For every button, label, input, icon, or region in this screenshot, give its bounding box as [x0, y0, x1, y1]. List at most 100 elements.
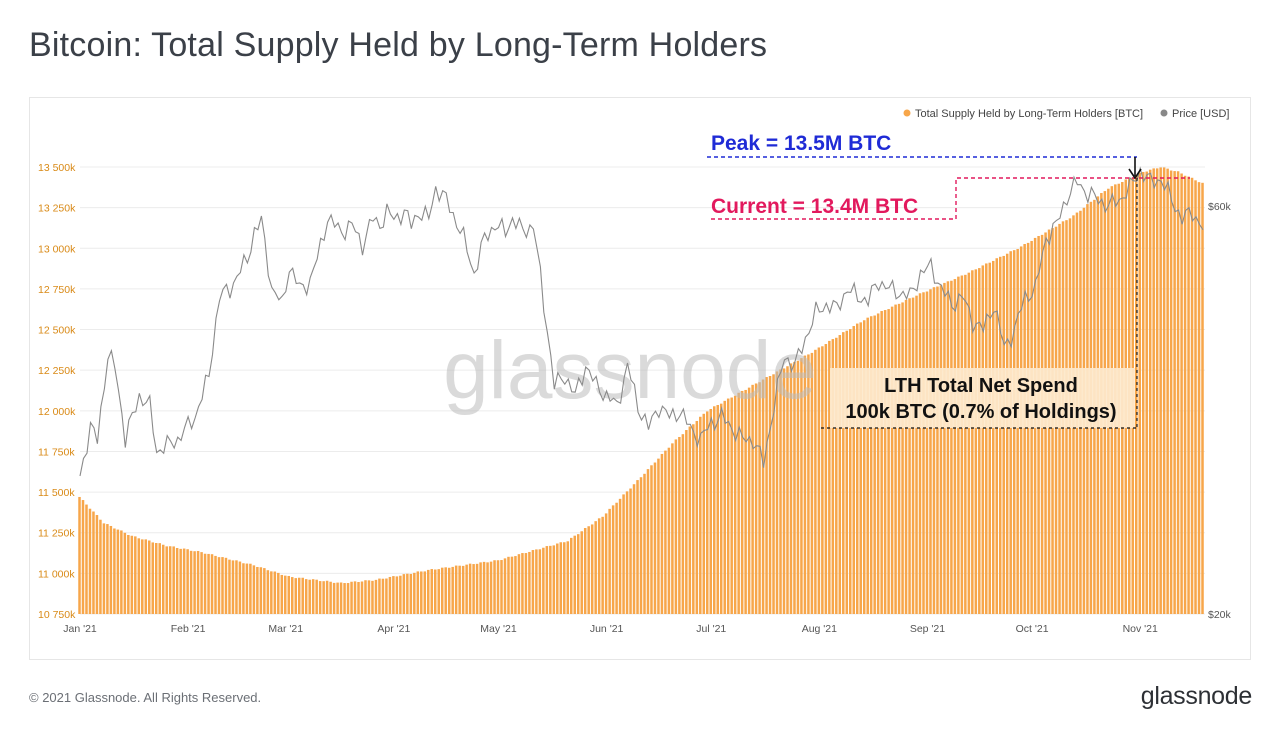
lth-bar — [224, 557, 228, 614]
lth-bar — [835, 337, 838, 614]
lth-bar — [440, 567, 444, 614]
lth-bar — [692, 424, 695, 614]
lth-bar — [751, 384, 754, 614]
lth-bar — [308, 579, 311, 614]
lth-bar — [360, 581, 364, 614]
lth-bar — [967, 272, 971, 614]
glassnode-logo[interactable]: glassnode — [1140, 682, 1253, 710]
lth-bar — [315, 579, 318, 614]
lth-bar — [1190, 177, 1194, 614]
lth-bar — [168, 546, 172, 614]
lth-bar — [737, 392, 740, 614]
lth-bar — [1019, 246, 1023, 614]
y-left-tick-label: 13 000k — [38, 243, 76, 255]
y-left-tick-label: 11 250k — [38, 528, 75, 540]
lth-bar — [831, 339, 835, 614]
x-tick-label: Feb '21 — [171, 623, 206, 635]
lth-bar — [249, 563, 252, 614]
lth-bar — [350, 581, 353, 614]
x-tick-label: Jun '21 — [590, 623, 624, 635]
lth-bar — [859, 322, 862, 614]
legend-item-price[interactable]: Price [USD] — [1172, 108, 1229, 120]
lth-bar — [981, 265, 985, 614]
lth-bar — [660, 453, 664, 614]
lth-bar — [960, 275, 964, 614]
lth-bar — [346, 583, 350, 614]
lth-bar — [291, 577, 294, 614]
lth-bar — [238, 561, 242, 614]
lth-bar — [671, 443, 674, 614]
x-tick-label: Nov '21 — [1123, 623, 1158, 635]
lth-bar — [1009, 251, 1012, 614]
y-left-tick-label: 12 000k — [38, 406, 76, 418]
lth-bar — [503, 558, 507, 614]
lth-bar — [713, 406, 716, 614]
lth-bar — [329, 581, 332, 614]
lth-bar — [273, 571, 277, 614]
lth-bar — [796, 360, 800, 614]
lth-bar — [657, 458, 660, 614]
lth-bar — [563, 542, 566, 614]
lth-bar — [95, 515, 99, 614]
lth-bar — [88, 508, 92, 614]
lth-bar — [99, 519, 102, 614]
lth-bar — [311, 579, 315, 614]
lth-bar — [371, 580, 374, 614]
lth-bar — [353, 581, 357, 614]
lth-bar — [120, 530, 123, 614]
lth-bar — [336, 582, 339, 614]
y-left-tick-label: 13 500k — [38, 162, 76, 174]
lth-bar — [235, 560, 238, 614]
lth-bar — [284, 575, 287, 614]
lth-bar — [1183, 175, 1187, 614]
lth-bar — [925, 291, 929, 614]
lth-bar — [357, 582, 360, 614]
lth-bar — [545, 546, 549, 614]
peak-annotation: Peak = 13.5M BTC — [711, 132, 891, 155]
lth-bar — [256, 566, 259, 614]
lth-bar — [1002, 255, 1005, 614]
lth-bar — [988, 262, 992, 614]
lth-bar — [461, 565, 465, 614]
lth-bar — [343, 583, 346, 614]
lth-bar — [904, 299, 908, 614]
lth-bar — [242, 563, 245, 614]
lth-bar — [252, 565, 256, 614]
lth-bar — [433, 569, 437, 614]
lth-bar — [580, 531, 583, 614]
lth-bar — [217, 557, 221, 614]
lth-bar — [985, 263, 988, 614]
lth-bar — [123, 532, 127, 614]
lth-bar — [611, 505, 615, 614]
lth-bar — [936, 286, 939, 614]
lth-bar — [1148, 169, 1152, 614]
lth-bar — [297, 577, 301, 614]
lth-bar — [409, 573, 413, 614]
lth-bar — [706, 411, 709, 614]
legend-item-lth-supply[interactable]: Total Supply Held by Long-Term Holders [… — [915, 108, 1143, 120]
lth-bar — [507, 556, 510, 614]
lth-bar — [325, 580, 329, 614]
legend-swatch-price — [1160, 109, 1168, 117]
lth-bar — [1026, 242, 1030, 614]
lth-bar — [817, 347, 821, 614]
lth-bar — [475, 563, 479, 614]
lth-bar — [793, 361, 796, 614]
lth-bar — [549, 545, 552, 614]
y-left-tick-label: 11 750k — [38, 446, 75, 458]
x-tick-label: Aug '21 — [802, 623, 837, 635]
watermark-text: glassnode — [443, 325, 817, 416]
lth-bar — [664, 450, 667, 614]
lth-bar — [517, 554, 521, 614]
lth-bar — [566, 541, 570, 614]
lth-bar — [106, 524, 109, 614]
current-dashed-box — [711, 177, 1190, 220]
x-tick-label: Jan '21 — [63, 623, 97, 635]
lth-bar — [646, 469, 650, 614]
lth-bar — [482, 561, 486, 614]
lth-bar — [437, 569, 440, 614]
y-left-tick-label: 11 000k — [38, 568, 75, 580]
lth-bar — [978, 268, 981, 614]
lth-bar — [1173, 171, 1176, 614]
lth-bar — [141, 539, 144, 614]
